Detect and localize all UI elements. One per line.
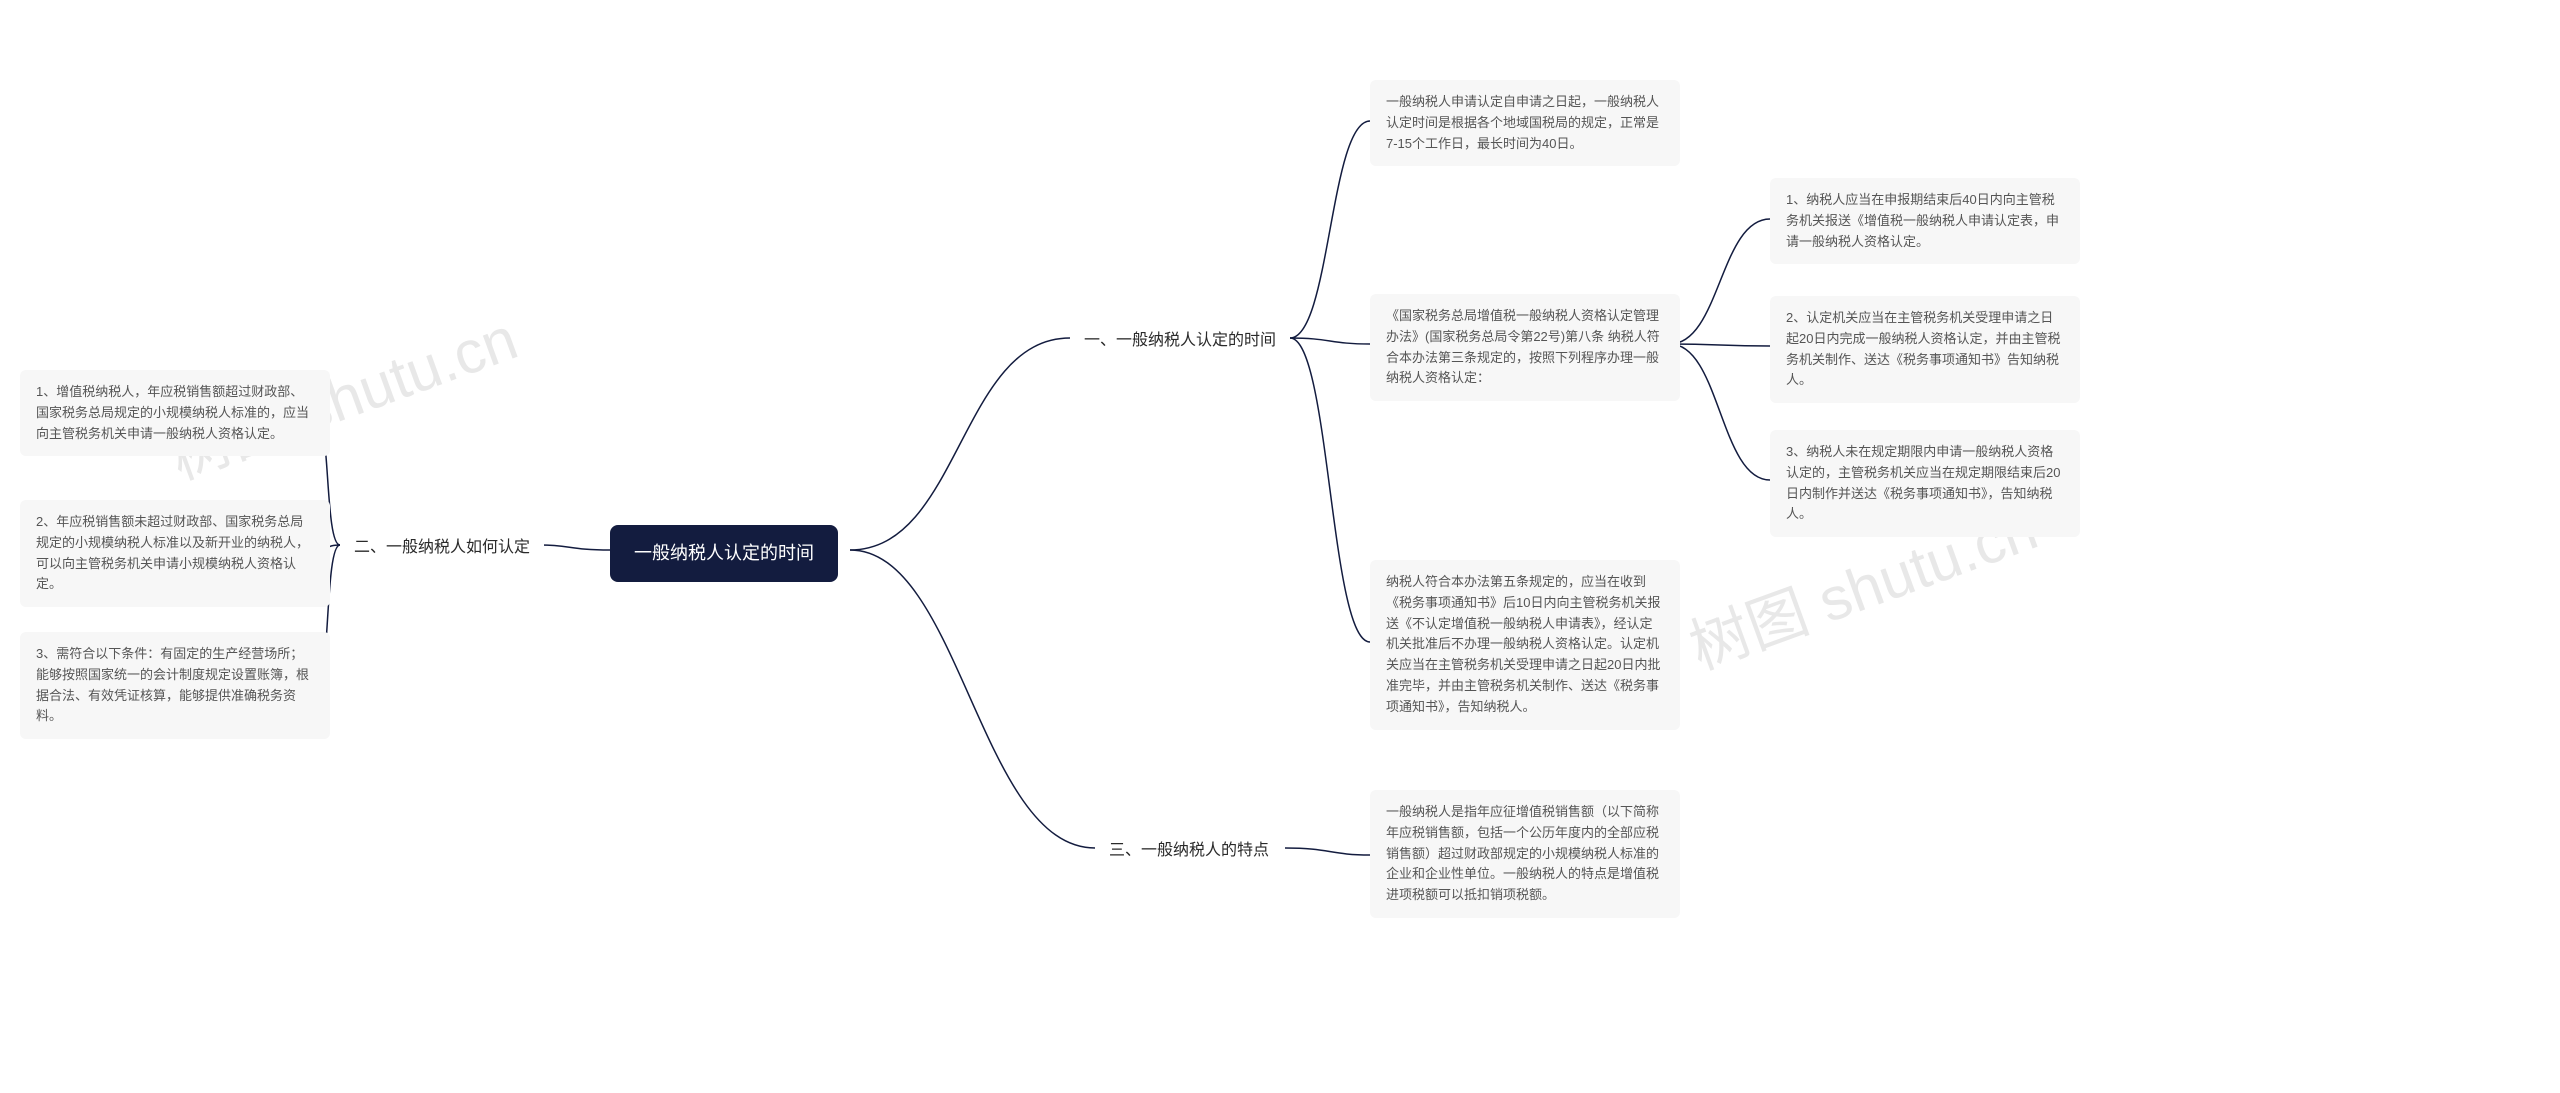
branch-node-1[interactable]: 一、一般纳税人认定的时间 xyxy=(1070,320,1290,362)
leaf-node-b1c2s2[interactable]: 2、认定机关应当在主管税务机关受理申请之日起20日内完成一般纳税人资格认定，并由… xyxy=(1770,296,2080,403)
leaf-node-b1c2[interactable]: 《国家税务总局增值税一般纳税人资格认定管理办法》(国家税务总局令第22号)第八条… xyxy=(1370,294,1680,401)
leaf-node-b3c1[interactable]: 一般纳税人是指年应征增值税销售额（以下简称年应税销售额，包括一个公历年度内的全部… xyxy=(1370,790,1680,918)
leaf-node-b1c3[interactable]: 纳税人符合本办法第五条规定的，应当在收到《税务事项通知书》后10日内向主管税务机… xyxy=(1370,560,1680,730)
leaf-node-b1c1[interactable]: 一般纳税人申请认定自申请之日起，一般纳税人认定时间是根据各个地域国税局的规定，正… xyxy=(1370,80,1680,166)
leaf-node-b2c2[interactable]: 2、年应税销售额未超过财政部、国家税务总局规定的小规模纳税人标准以及新开业的纳税… xyxy=(20,500,330,607)
leaf-node-b2c1[interactable]: 1、增值税纳税人，年应税销售额超过财政部、国家税务总局规定的小规模纳税人标准的，… xyxy=(20,370,330,456)
leaf-node-b1c2s3[interactable]: 3、纳税人未在规定期限内申请一般纳税人资格认定的，主管税务机关应当在规定期限结束… xyxy=(1770,430,2080,537)
leaf-node-b2c3[interactable]: 3、需符合以下条件：有固定的生产经营场所；能够按照国家统一的会计制度规定设置账簿… xyxy=(20,632,330,739)
leaf-node-b1c2s1[interactable]: 1、纳税人应当在申报期结束后40日内向主管税务机关报送《增值税一般纳税人申请认定… xyxy=(1770,178,2080,264)
root-node[interactable]: 一般纳税人认定的时间 xyxy=(610,525,838,582)
branch-node-3[interactable]: 三、一般纳税人的特点 xyxy=(1095,830,1283,872)
branch-node-2[interactable]: 二、一般纳税人如何认定 xyxy=(340,527,544,569)
